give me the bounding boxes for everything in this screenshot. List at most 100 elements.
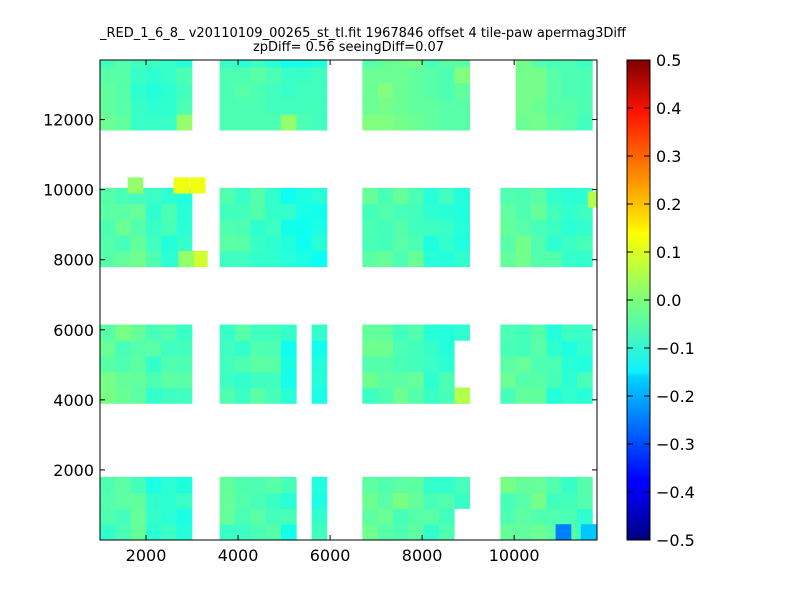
heatmap-cell	[161, 476, 178, 494]
heatmap-cell	[423, 219, 440, 236]
heatmap-cell	[161, 356, 178, 373]
heatmap-cell	[531, 356, 547, 373]
heatmap-cell	[145, 67, 162, 84]
heatmap-cell	[115, 235, 132, 252]
heatmap-cell	[265, 187, 282, 205]
heatmap-cell	[546, 371, 563, 388]
heatmap-cell	[296, 98, 312, 115]
heatmap-cell	[100, 203, 116, 220]
heatmap-cell	[280, 114, 297, 131]
heatmap-cell	[280, 60, 297, 68]
heatmap-cell	[362, 340, 379, 357]
heatmap-cell	[500, 508, 517, 525]
heatmap-cell	[408, 508, 425, 525]
heatmap-cell	[296, 82, 312, 99]
heatmap-cell	[250, 60, 267, 68]
heatmap-cell	[362, 387, 379, 404]
heatmap-cell	[280, 387, 297, 404]
heatmap-cell	[377, 187, 394, 205]
heatmap-cell	[576, 324, 593, 341]
heatmap-cell	[576, 508, 593, 525]
heatmap-cell	[438, 340, 455, 357]
heatmap-cell	[561, 187, 578, 205]
heatmap-cell	[561, 250, 578, 268]
colorbar-axis: 0.5 0.4 0.3 0.2 0.1 0.0 −0.1 −0.2 −0.3 −0.4 −0.5	[627, 51, 695, 550]
heatmap-cell	[531, 476, 547, 494]
heatmap-cell	[161, 340, 178, 357]
heatmap-cell	[500, 219, 517, 236]
heatmap-cell	[219, 492, 236, 509]
heatmap-cell	[377, 235, 394, 252]
heatmap-cell	[145, 356, 162, 373]
heatmap-cell	[500, 235, 517, 252]
heatmap-cell	[100, 492, 116, 509]
heatmap-cell	[438, 524, 455, 540]
heatmap-cell	[515, 98, 532, 115]
heatmap-cell	[377, 98, 394, 115]
heatmap-cell	[311, 371, 328, 388]
heatmap-cell	[100, 60, 116, 68]
heatmap-cell	[145, 219, 162, 236]
heatmap-cell	[219, 340, 236, 357]
heatmap-cell	[234, 203, 251, 220]
heatmap-cell	[362, 324, 379, 341]
heatmap-cell	[311, 387, 328, 404]
colorbar-tick-label: 0.0	[656, 291, 681, 310]
heatmap-cell	[250, 235, 267, 252]
heatmap-cell	[234, 98, 251, 115]
heatmap-cell	[377, 60, 394, 68]
heatmap-cell	[145, 250, 162, 268]
heatmap-cell	[265, 60, 282, 68]
heatmap-cell	[219, 82, 236, 99]
heatmap-cell	[438, 114, 455, 131]
heatmap-cell	[311, 203, 328, 220]
heatmap-cell	[280, 340, 297, 357]
heatmap-cell	[576, 60, 593, 68]
heatmap-cell	[546, 250, 563, 268]
heatmap-cell	[546, 235, 563, 252]
heatmap-cell-highlight	[555, 524, 572, 540]
heatmap-cell	[234, 250, 251, 268]
heatmap-cell	[561, 67, 578, 84]
y-tick-label: 10000	[43, 181, 94, 200]
heatmap-cell	[296, 187, 312, 205]
heatmap-cell	[296, 219, 312, 236]
heatmap-cell	[377, 356, 394, 373]
heatmap-cell	[100, 524, 116, 540]
heatmap-cell	[280, 492, 297, 509]
heatmap-cell	[311, 235, 328, 252]
heatmap-cell-highlight	[580, 524, 597, 540]
heatmap-cell	[115, 98, 132, 115]
x-tick-label: 2000	[126, 546, 167, 565]
heatmap-cell	[280, 67, 297, 84]
heatmap-cell-highlight	[173, 177, 190, 194]
heatmap-cell	[311, 114, 328, 131]
heatmap-cell	[145, 203, 162, 220]
heatmap-cell	[392, 524, 409, 540]
heatmap-cell	[234, 187, 251, 205]
heatmap-cell	[423, 508, 440, 525]
heatmap-cell	[408, 114, 425, 131]
heatmap-cell	[296, 203, 312, 220]
heatmap-cell	[561, 98, 578, 115]
heatmap-cell-highlight	[587, 191, 597, 208]
heatmap-cell	[250, 82, 267, 99]
colorbar-tick-label: 0.2	[656, 195, 681, 214]
heatmap-cell	[234, 371, 251, 388]
heatmap-cell	[265, 492, 282, 509]
heatmap-cell	[145, 60, 162, 68]
heatmap-cell	[561, 356, 578, 373]
heatmap-cell	[531, 250, 547, 268]
heatmap-cell	[100, 476, 116, 494]
heatmap-cell	[161, 67, 178, 84]
heatmap-cell	[377, 114, 394, 131]
heatmap-cell	[454, 492, 470, 509]
heatmap-cell	[296, 235, 312, 252]
heatmap-cell	[311, 250, 328, 268]
heatmap-cell	[423, 492, 440, 509]
heatmap-cell	[362, 98, 379, 115]
heatmap-cell	[438, 67, 455, 84]
heatmap-cell	[250, 508, 267, 525]
heatmap-cell	[362, 492, 379, 509]
